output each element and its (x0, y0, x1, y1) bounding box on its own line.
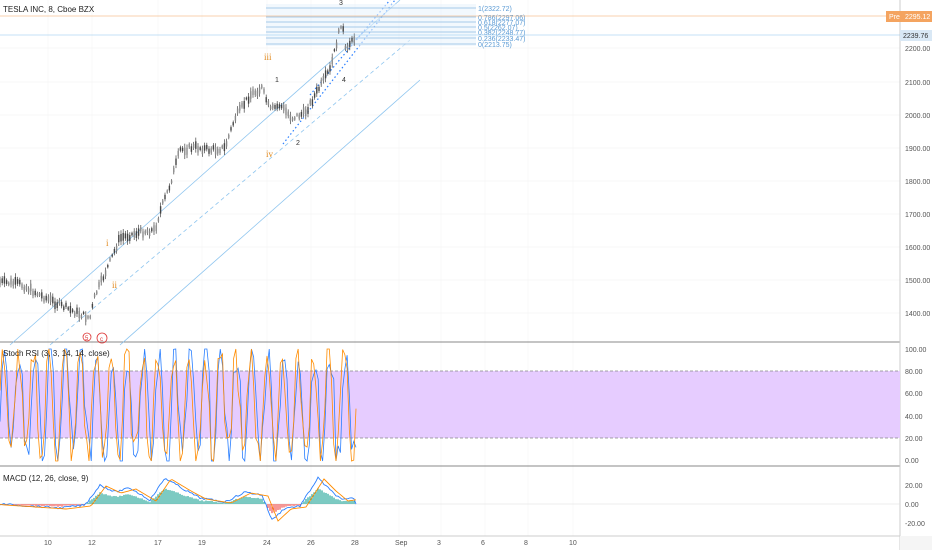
pre-badge-value: 2295.12 (905, 14, 930, 21)
macd-tick: 20.00 (905, 483, 923, 490)
wave-labels: iii iv i ii 3 1 2 4 5 c (82, 0, 346, 344)
time-tick: 26 (307, 540, 315, 547)
wave-label-1: 1 (275, 77, 279, 84)
wave-label-2: 2 (296, 140, 300, 147)
price-tick: 2000.00 (905, 113, 930, 120)
price-tick: 1700.00 (905, 212, 930, 219)
trend-channel[interactable] (9, 0, 421, 346)
time-tick: Sep (395, 540, 408, 547)
stoch-rsi-lines (0, 348, 357, 463)
macd-lines (0, 476, 357, 522)
stoch-tick: 20.00 (905, 436, 923, 443)
time-tick: 17 (154, 540, 162, 547)
wave-label-i: i (106, 238, 109, 248)
stoch-axis[interactable]: 100.00 80.00 60.00 40.00 20.00 0.00 (905, 347, 927, 465)
stoch-title[interactable]: Stoch RSI (3, 3, 14, 14, close) (3, 349, 110, 358)
axis-corner[interactable] (900, 536, 932, 550)
time-tick: 8 (524, 540, 528, 547)
stoch-tick: 80.00 (905, 369, 923, 376)
price-tick: 1500.00 (905, 278, 930, 285)
price-tick: 1400.00 (905, 311, 930, 318)
fib-retracement[interactable]: 1(2322.72)0.786(2297.06)0.618(2277.07)0.… (266, 4, 525, 49)
pre-badge-label: Pre (889, 14, 900, 21)
fib-level-label: 0(2213.75) (478, 42, 512, 49)
wave-label-circled-5: 5 (85, 336, 89, 342)
macd-tick: 0.00 (905, 502, 919, 509)
wave-label-iv: iv (266, 149, 274, 159)
time-tick: 3 (437, 540, 441, 547)
stoch-tick: 100.00 (905, 347, 927, 354)
fib-level-label: 0.5(2262.07) (478, 25, 518, 32)
time-tick: 28 (351, 540, 359, 547)
time-tick: 12 (88, 540, 96, 547)
price-badge-pre: Pre 2295.12 (886, 11, 932, 22)
time-tick: 6 (481, 540, 485, 547)
macd-axis[interactable]: 20.00 0.00 -20.00 (905, 483, 925, 528)
stoch-tick: 40.00 (905, 414, 923, 421)
stoch-band (0, 371, 900, 438)
price-tick: 2200.00 (905, 46, 930, 53)
time-tick: 19 (198, 540, 206, 547)
wave-label-4: 4 (342, 77, 346, 84)
fib-level-label: 0.236(2233.47) (478, 36, 525, 43)
stoch-tick: 60.00 (905, 391, 923, 398)
wave-label-3: 3 (339, 0, 343, 7)
grid-lines (0, 0, 900, 536)
stoch-tick: 0.00 (905, 458, 919, 465)
time-tick: 10 (569, 540, 577, 547)
price-tick: 2100.00 (905, 80, 930, 87)
wave-label-iii: iii (264, 52, 272, 62)
macd-tick: -20.00 (905, 521, 925, 528)
time-tick: 10 (44, 540, 52, 547)
fib-level-label: 0.618(2277.07) (478, 20, 525, 27)
fib-level-label: 1(2322.72) (478, 6, 512, 13)
price-tick: 1600.00 (905, 245, 930, 252)
price-candles (0, 23, 355, 326)
price-axis[interactable]: 2200.00 2100.00 2000.00 1900.00 1800.00 1700.… (905, 46, 930, 318)
symbol-title[interactable]: TESLA INC, 8, Cboe BZX (3, 5, 95, 14)
fib-level-label: 0.382(2248.77) (478, 30, 525, 37)
last-badge-value: 2239.76 (903, 33, 928, 40)
price-tick: 1800.00 (905, 179, 930, 186)
price-tick: 1900.00 (905, 146, 930, 153)
fib-level-label: 0.786(2297.06) (478, 15, 525, 22)
wave-label-ii: ii (112, 280, 118, 290)
wave-label-circled-c: c (100, 337, 103, 343)
price-badge-last: 2239.76 (900, 30, 932, 41)
time-axis[interactable]: 10 12 17 19 24 26 28 Sep 3 6 8 10 (44, 540, 577, 547)
macd-title[interactable]: MACD (12, 26, close, 9) (3, 474, 89, 483)
time-tick: 24 (263, 540, 271, 547)
